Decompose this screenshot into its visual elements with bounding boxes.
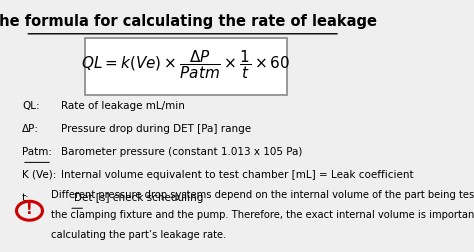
Text: Internal volume equivalent to test chamber [mL] = Leak coefficient: Internal volume equivalent to test chamb… [61, 170, 414, 180]
Text: !: ! [26, 202, 33, 217]
Text: Rate of leakage mL/min: Rate of leakage mL/min [61, 101, 185, 111]
FancyBboxPatch shape [85, 38, 287, 95]
Text: the clamping fixture and the pump. Therefore, the exact internal volume is impor: the clamping fixture and the pump. There… [51, 210, 474, 220]
Text: Patm:: Patm: [22, 147, 52, 157]
Text: Different pressure drop systems depend on the internal volume of the part being : Different pressure drop systems depend o… [51, 190, 474, 200]
Text: Barometer pressure (constant 1.013 x 105 Pa): Barometer pressure (constant 1.013 x 105… [61, 147, 303, 157]
Text: calculating the part’s leakage rate.: calculating the part’s leakage rate. [51, 230, 227, 240]
Text: K (Ve):: K (Ve): [22, 170, 56, 180]
Text: The formula for calculating the rate of leakage: The formula for calculating the rate of … [0, 14, 377, 29]
Text: t:: t: [22, 193, 30, 203]
Text: QL:: QL: [22, 101, 40, 111]
Text: ΔP:: ΔP: [22, 124, 39, 134]
Text: Det [s] check scheduling: Det [s] check scheduling [61, 193, 204, 203]
Text: $QL = k(Ve) \times \dfrac{\Delta P}{Patm} \times \dfrac{1}{t} \times 60$: $QL = k(Ve) \times \dfrac{\Delta P}{Patm… [82, 49, 291, 81]
Text: Pressure drop during DET [Pa] range: Pressure drop during DET [Pa] range [61, 124, 251, 134]
